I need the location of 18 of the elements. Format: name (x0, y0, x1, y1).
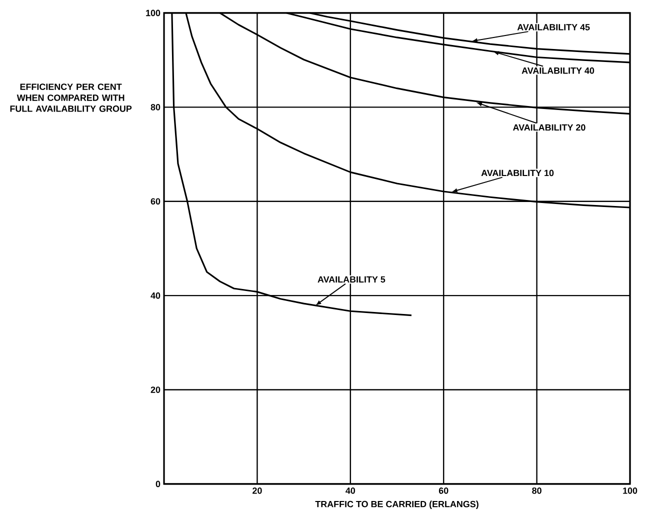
y-tick-label: 0 (156, 480, 160, 488)
annotation: AVAILABILITY 20 (513, 124, 586, 131)
x-tick-label: 60 (438, 488, 448, 494)
annotation: AVAILABILITY 45 (517, 24, 590, 30)
x-tick-label: 100 (623, 488, 638, 494)
annotation: AVAILABILITY 10 (481, 170, 554, 176)
x-tick-label: 20 (252, 488, 262, 494)
annotation: AVAILABILITY 5 (318, 276, 386, 283)
y-tick-label: 100 (146, 10, 160, 16)
x-tick-label: 80 (532, 488, 542, 494)
y-tick-label: 60 (150, 198, 160, 205)
y-tick-label: 20 (150, 386, 160, 393)
y-tick-label: 40 (150, 292, 160, 299)
annotation: AVAILABILITY 40 (522, 67, 594, 74)
x-axis-title: TRAFFIC TO BE CARRIED (ERLANGS) (315, 500, 478, 510)
y-axis-title: EFFICIENCY PER CENT WHEN COMPARED WITH FULL AVAILABILITY GROUP (10, 84, 132, 112)
y-tick-label: 80 (150, 104, 160, 110)
x-tick-label: 40 (346, 488, 356, 494)
